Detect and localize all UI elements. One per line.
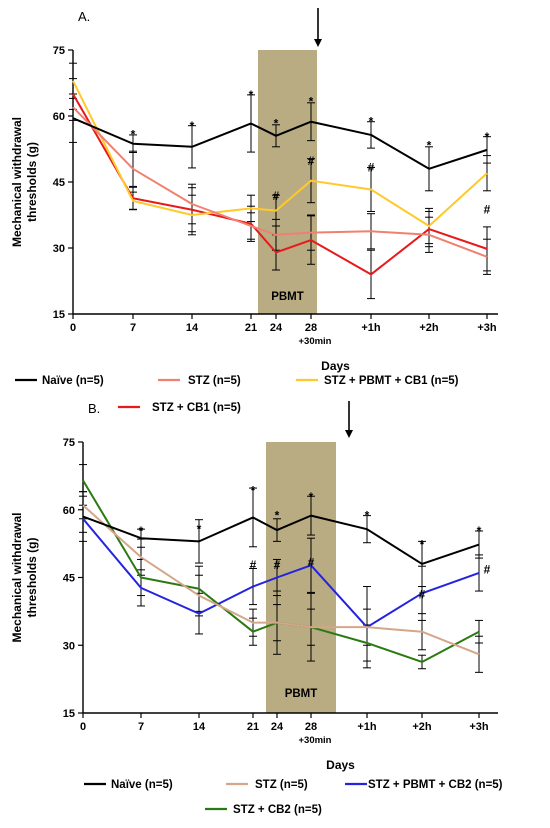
y-axis-title-line1-b: Mechanical withdrawal [10, 512, 24, 642]
x-tick-label-b: 14 [193, 721, 206, 733]
y-tick-label-a: 75 [53, 45, 65, 57]
x-tick-label-b: +1h [357, 721, 377, 733]
y-tick-label-b: 30 [63, 640, 75, 652]
x-tick-label-b: 28 [305, 721, 317, 733]
y-tick-label-a: 45 [53, 177, 65, 189]
significance-star-b: * [139, 524, 144, 538]
y-tick-label-b: 15 [63, 708, 75, 720]
series-line-a-0 [72, 117, 488, 170]
significance-star-a: * [190, 119, 195, 133]
significance-hash-a: # [484, 202, 491, 216]
series-line-b-2 [82, 518, 480, 629]
pbmt-band-label-a: PBMT [271, 291, 304, 303]
y-tick-label-a: 15 [53, 309, 65, 321]
x-axis-title-b: Days [326, 758, 355, 772]
x-tick-label-b: 0 [80, 721, 86, 733]
x-sub-label-a: +30min [298, 336, 331, 347]
x-tick-label-a: 14 [186, 322, 199, 334]
series-line-a-2 [72, 80, 488, 227]
significance-star-b: * [251, 483, 256, 497]
panel-b-legend: Naïve (n=5) STZ (n=5) STZ + PBMT + CB2 (n=… [84, 779, 503, 816]
x-tick-label-a: 0 [70, 322, 76, 334]
panel-a-legend: Naïve (n=5) STZ (n=5) STZ + PBMT + CB1 (n=… [15, 375, 459, 414]
significance-star-a: * [274, 117, 279, 131]
panel-b-chart: PBMT 15 30 45 60 75 0 7 14 21 24 28 +1h +2h +3h +30min D… [10, 401, 498, 772]
x-axis-title-a: Days [321, 359, 350, 373]
y-tick-label-b: 60 [63, 505, 75, 517]
x-tick-label-b: +2h [412, 721, 432, 733]
down-arrow-icon-b [345, 430, 353, 438]
significance-star-b: * [420, 538, 425, 552]
significance-star-a: * [485, 130, 490, 144]
significance-star-b: * [275, 508, 280, 522]
legend-label-b-0: Naïve (n=5) [111, 779, 173, 791]
significance-star-b: * [309, 490, 314, 504]
x-tick-label-a: 28 [305, 322, 317, 334]
legend-label-a-3: STZ + CB1 (n=5) [152, 402, 241, 414]
significance-star-b: * [197, 522, 202, 536]
panel-label-b: B. [88, 401, 100, 416]
legend-label-b-1: STZ (n=5) [255, 779, 308, 791]
x-sub-label-b: +30min [298, 735, 331, 746]
significance-star-a: * [369, 114, 374, 128]
series-line-b-0 [82, 514, 480, 565]
significance-hash-a: # [273, 189, 280, 203]
significance-hash-a: # [308, 154, 315, 168]
pbmt-band-label-b: PBMT [285, 688, 318, 700]
x-tick-label-b: 24 [271, 721, 284, 733]
x-tick-label-b: 21 [247, 721, 259, 733]
legend-label-a-2: STZ + PBMT + CB1 (n=5) [324, 375, 459, 387]
significance-star-a: * [131, 128, 136, 142]
significance-hash-a: # [368, 161, 375, 175]
x-tick-label-b: +3h [469, 721, 489, 733]
panel-label-a: A. [78, 9, 90, 24]
significance-star-b: * [477, 524, 482, 538]
legend-label-a-0: Naïve (n=5) [42, 375, 104, 387]
x-tick-label-a: 24 [270, 322, 283, 334]
x-tick-label-a: 7 [130, 322, 136, 334]
legend-label-b-3: STZ + CB2 (n=5) [233, 804, 322, 816]
x-tick-label-a: +2h [419, 322, 439, 334]
y-axis-title-line1-a: Mechanical withdrawal [10, 117, 24, 247]
series-line-a-3 [72, 93, 488, 276]
x-tick-label-a: +1h [361, 322, 381, 334]
series-line-a-1 [72, 106, 488, 258]
legend-label-a-1: STZ (n=5) [188, 375, 241, 387]
significance-hash-b: # [274, 558, 281, 572]
pbmt-band-panel-a [258, 50, 317, 314]
x-tick-label-b: 7 [138, 721, 144, 733]
y-tick-label-b: 45 [63, 573, 75, 585]
legend-label-b-2: STZ + PBMT + CB2 (n=5) [368, 779, 503, 791]
panel-a-chart: PBMT 15 30 45 60 75 0 7 14 21 24 28 +1h +2h +3h +30min D… [10, 8, 498, 373]
y-tick-label-a: 30 [53, 243, 65, 255]
significance-hash-b: # [419, 587, 426, 601]
significance-hash-b: # [308, 556, 315, 570]
significance-hash-b: # [250, 558, 257, 572]
y-axis-title-line2-a: thresholds (g) [25, 142, 39, 222]
series-line-b-1 [82, 504, 480, 656]
significance-hash-b: # [484, 562, 491, 576]
significance-star-a: * [249, 88, 254, 102]
y-tick-label-b: 75 [63, 437, 75, 449]
x-tick-label-a: 21 [245, 322, 257, 334]
significance-star-b: * [365, 508, 370, 522]
down-arrow-icon-a [314, 39, 322, 47]
significance-star-a: * [309, 95, 314, 109]
significance-star-a: * [427, 139, 432, 153]
y-axis-title-line2-b: thresholds (g) [25, 537, 39, 617]
y-tick-label-a: 60 [53, 111, 65, 123]
x-tick-label-a: +3h [477, 322, 497, 334]
